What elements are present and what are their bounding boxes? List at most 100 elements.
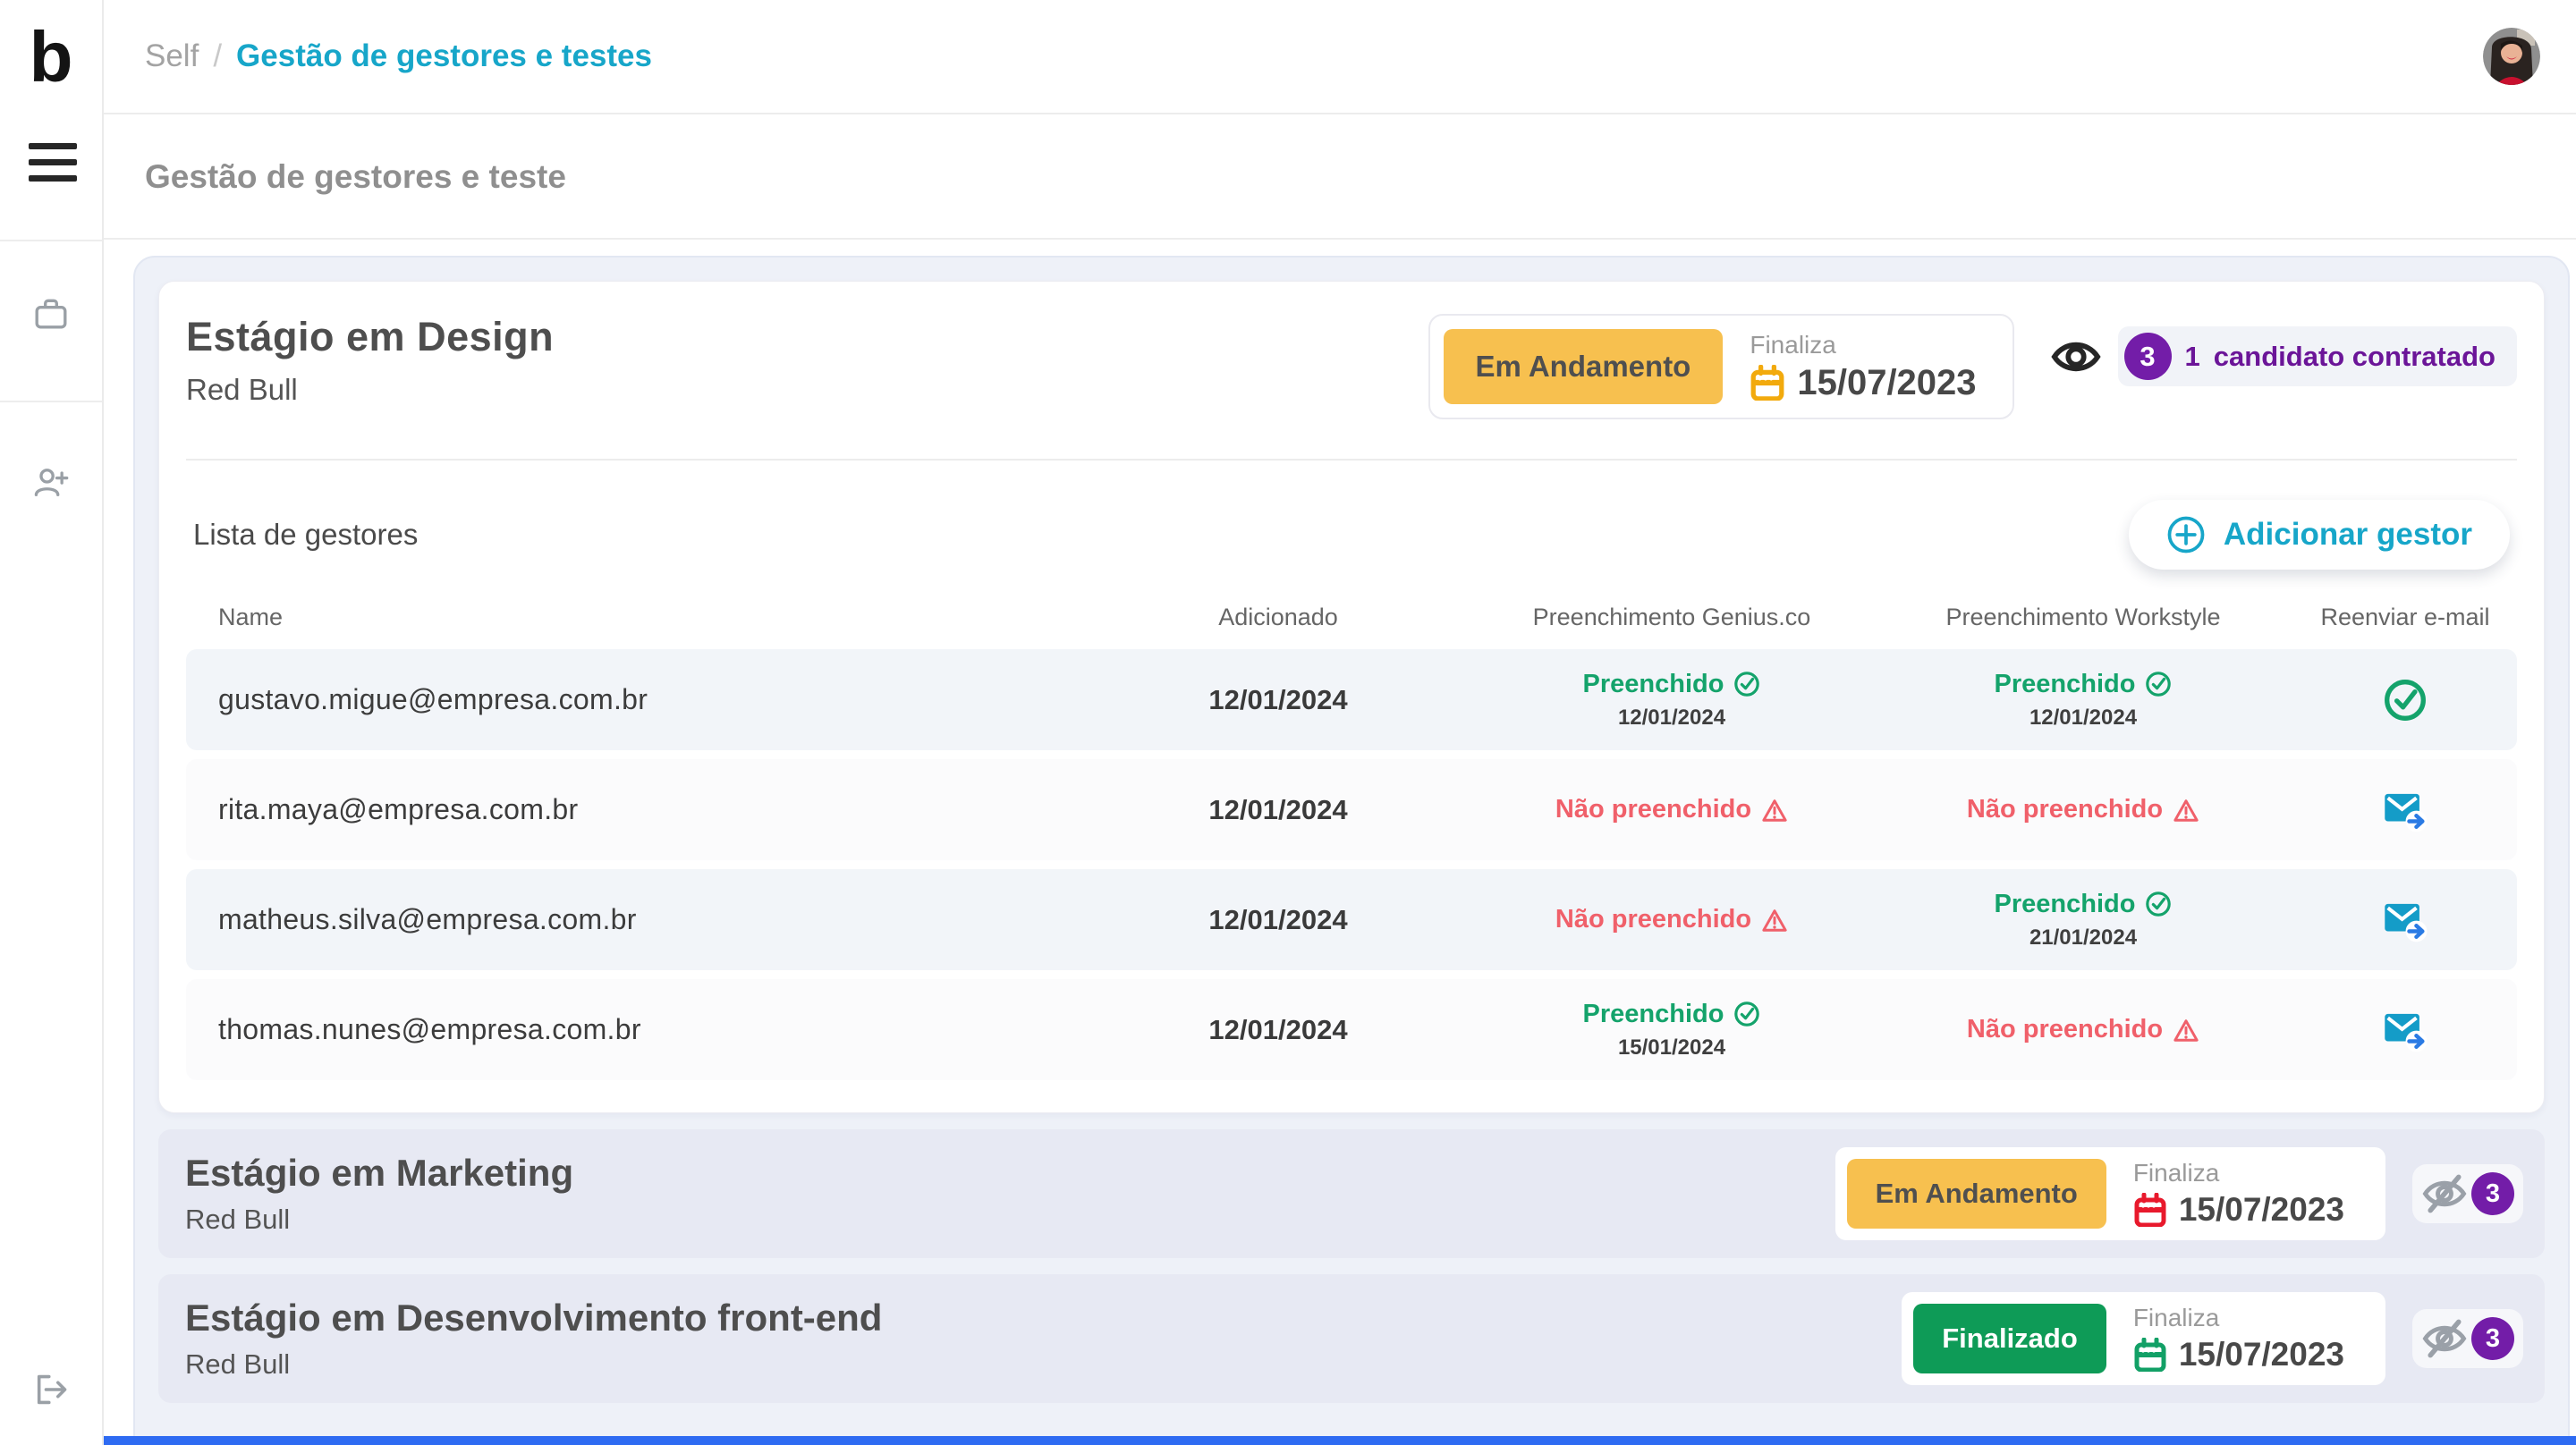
card-company: Red Bull xyxy=(185,1348,291,1380)
top-bar: Self / Gestão de gestores e testes xyxy=(104,0,2576,114)
added-date: 12/01/2024 xyxy=(1208,683,1348,715)
avatar[interactable] xyxy=(2483,28,2540,85)
status-box: Em Andamento Finaliza 15/07/2023 xyxy=(1428,314,2014,419)
title-bar: Gestão de gestores e teste xyxy=(104,116,2576,240)
status-date: 12/01/2024 xyxy=(2029,705,2138,730)
resend-email-icon xyxy=(2383,1008,2428,1052)
check-circle-icon xyxy=(1733,1001,1760,1027)
workstyle-status-cell: Não preenchido xyxy=(1873,795,2293,824)
jobs-briefcase-icon[interactable] xyxy=(0,295,102,331)
check-circle-icon xyxy=(2145,891,2172,917)
managers-list-title: Lista de gestores xyxy=(193,518,419,551)
end-date: 15/07/2023 xyxy=(1797,362,1977,402)
hired-count: 1 xyxy=(2184,340,2200,372)
card-title: Estágio em Design xyxy=(186,314,555,359)
workstyle-status-cell: Preenchido 12/01/2024 xyxy=(1873,670,2293,731)
breadcrumb: Self / Gestão de gestores e testes xyxy=(145,38,652,74)
status-label: Preenchido xyxy=(1582,999,1724,1028)
calendar-icon xyxy=(2133,1193,2167,1227)
resend-email-icon xyxy=(2383,788,2428,832)
resend-email-action[interactable] xyxy=(2293,788,2517,832)
add-manager-button[interactable]: Adicionar gestor xyxy=(2128,500,2510,570)
sidebar: b xyxy=(0,0,104,1445)
card-title: Estágio em Marketing xyxy=(185,1152,574,1194)
col-header-genius: Preenchimento Genius.co xyxy=(1532,604,1811,630)
resend-email-action xyxy=(2293,678,2517,722)
col-header-added: Adicionado xyxy=(1218,604,1338,630)
genius-status-cell: Preenchido 15/01/2024 xyxy=(1470,1000,1873,1061)
bottom-accent-bar xyxy=(104,1436,2576,1445)
hired-pill: 3 1 candidato contratado xyxy=(2117,326,2517,386)
managers-table-body: gustavo.migue@empresa.com.br 12/01/2024 … xyxy=(186,649,2517,1080)
workstyle-status-cell: Preenchido 21/01/2024 xyxy=(1873,890,2293,951)
genius-status-cell: Não preenchido xyxy=(1470,795,1873,824)
breadcrumb-current[interactable]: Gestão de gestores e testes xyxy=(236,38,652,73)
breadcrumb-separator: / xyxy=(213,38,223,73)
status-label: Preenchido xyxy=(1994,889,2136,918)
managers-table-header: Name Adicionado Preenchimento Genius.co … xyxy=(186,593,2517,649)
status-label: Preenchido xyxy=(1582,669,1724,698)
check-circle-icon xyxy=(2145,671,2172,697)
end-date: 15/07/2023 xyxy=(2178,1191,2344,1228)
col-header-resend: Reenviar e-mail xyxy=(2320,604,2490,630)
internship-card-design: Estágio em Design Red Bull Em Andamento … xyxy=(158,281,2545,1113)
app-logo: b xyxy=(29,17,73,97)
internship-card[interactable]: Estágio em Marketing Red Bull Em Andamen… xyxy=(158,1129,2545,1258)
views-count-badge: 3 xyxy=(2123,333,2172,380)
finaliza-label: Finaliza xyxy=(1750,330,1836,359)
eye-off-icon xyxy=(2421,1173,2468,1214)
status-label: Não preenchido xyxy=(1966,1015,2164,1044)
finaliza-label: Finaliza xyxy=(2132,1304,2220,1331)
col-header-name: Name xyxy=(218,604,284,630)
logout-icon[interactable] xyxy=(0,1372,102,1407)
internship-card[interactable]: Estágio em Desenvolvimento front-end Red… xyxy=(158,1274,2545,1403)
manager-email: thomas.nunes@empresa.com.br xyxy=(218,1013,641,1045)
card-company: Red Bull xyxy=(186,373,298,406)
email-sent-check-icon xyxy=(2383,678,2428,722)
end-date: 15/07/2023 xyxy=(2178,1336,2344,1373)
warning-icon xyxy=(1761,908,1788,933)
views-count-badge: 3 xyxy=(2471,1172,2514,1215)
card-company: Red Bull xyxy=(185,1204,291,1235)
table-row: rita.maya@empresa.com.br 12/01/2024 Não … xyxy=(186,759,2517,860)
calendar-icon xyxy=(2133,1338,2167,1372)
status-badge: Em Andamento xyxy=(1443,329,1724,404)
page-title: Gestão de gestores e teste xyxy=(145,158,566,195)
status-label: Não preenchido xyxy=(1555,905,1752,934)
add-person-icon[interactable] xyxy=(0,465,102,499)
status-badge: Em Andamento xyxy=(1846,1159,2106,1229)
other-cards: Estágio em Marketing Red Bull Em Andamen… xyxy=(158,1129,2545,1403)
added-date: 12/01/2024 xyxy=(1208,1013,1348,1045)
status-box: Finalizado Finaliza 15/07/2023 xyxy=(1902,1292,2385,1385)
resend-email-icon xyxy=(2383,898,2428,942)
resend-email-action[interactable] xyxy=(2293,1008,2517,1052)
status-date: 15/01/2024 xyxy=(1617,1035,1726,1060)
internships-wrapper: Estágio em Design Red Bull Em Andamento … xyxy=(133,256,2570,1445)
content: Estágio em Design Red Bull Em Andamento … xyxy=(104,241,2576,1445)
warning-icon xyxy=(2173,1018,2199,1043)
sidebar-divider xyxy=(0,240,102,241)
col-header-workstyle: Preenchimento Workstyle xyxy=(1945,604,2221,630)
status-label: Preenchido xyxy=(1994,669,2136,698)
calendar-icon xyxy=(1750,365,1785,401)
views-pill[interactable]: 3 xyxy=(2412,1309,2523,1368)
sidebar-divider xyxy=(0,401,102,402)
genius-status-cell: Preenchido 12/01/2024 xyxy=(1470,670,1873,731)
manager-email: matheus.silva@empresa.com.br xyxy=(218,903,637,935)
status-label: Não preenchido xyxy=(1555,795,1752,824)
eye-icon[interactable] xyxy=(2050,334,2102,380)
eye-off-icon xyxy=(2421,1318,2468,1359)
added-date: 12/01/2024 xyxy=(1208,793,1348,825)
views-pill[interactable]: 3 xyxy=(2412,1164,2523,1223)
added-date: 12/01/2024 xyxy=(1208,903,1348,935)
workstyle-status-cell: Não preenchido xyxy=(1873,1015,2293,1044)
menu-hamburger-icon[interactable] xyxy=(29,143,77,191)
status-badge: Finalizado xyxy=(1913,1304,2106,1373)
resend-email-action[interactable] xyxy=(2293,898,2517,942)
manager-email: rita.maya@empresa.com.br xyxy=(218,793,579,825)
plus-circle-icon xyxy=(2166,515,2206,554)
status-date: 12/01/2024 xyxy=(1617,705,1726,730)
views-count-badge: 3 xyxy=(2471,1317,2514,1360)
breadcrumb-root[interactable]: Self xyxy=(145,38,199,73)
finaliza-label: Finaliza xyxy=(2132,1159,2220,1187)
